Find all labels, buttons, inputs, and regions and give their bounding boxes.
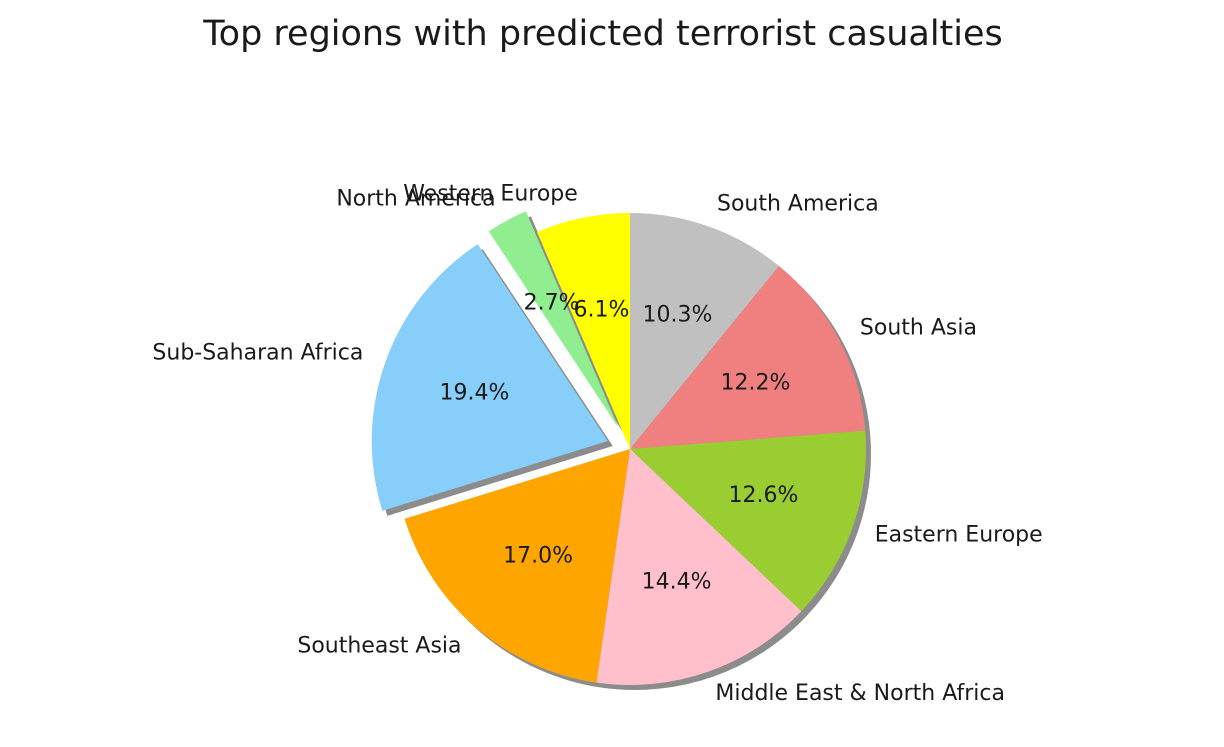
chart-title: Top regions with predicted terrorist cas… [203,14,1003,54]
slice-north-america [488,211,619,429]
slice-pct-north-america: 2.7% [524,291,580,316]
slice-pct-south-asia: 12.2% [720,370,790,395]
slice-south-america [630,213,780,449]
label-layer: South America 10.3% South Asia 12.2% Eastern… [152,182,1042,707]
slice-southeast-asia [404,449,630,683]
slice-western-europe [537,213,630,449]
slice-pct-south-america: 10.3% [642,303,712,328]
slice-pct-eastern-europe: 12.6% [729,483,799,508]
slice-label-middle-east-and-north-africa: Middle East & North Africa [715,681,1005,706]
slice-label-southeast-asia: Southeast Asia [297,633,461,658]
slice-pct-western-europe: 6.1% [574,297,630,322]
slice-label-eastern-europe: Eastern Europe [875,523,1043,548]
slice-sub-saharan-africa [371,244,608,511]
slice-label-south-america: South America [717,191,879,216]
slice-middle-east-and-north-africa [596,449,802,685]
slice-pct-sub-saharan-africa: 19.4% [439,380,509,405]
slice-south-asia [630,266,866,449]
slice-label-western-europe: Western Europe [403,182,578,207]
slice-eastern-europe [630,430,866,612]
slice-pct-middle-east-and-north-africa: 14.4% [642,570,712,595]
slice-layer [371,211,866,685]
slice-label-south-asia: South Asia [860,316,977,341]
slice-label-north-america: North America [336,187,495,212]
slice-pct-southeast-asia: 17.0% [503,544,573,569]
slice-label-sub-saharan-africa: Sub-Saharan Africa [152,341,363,366]
